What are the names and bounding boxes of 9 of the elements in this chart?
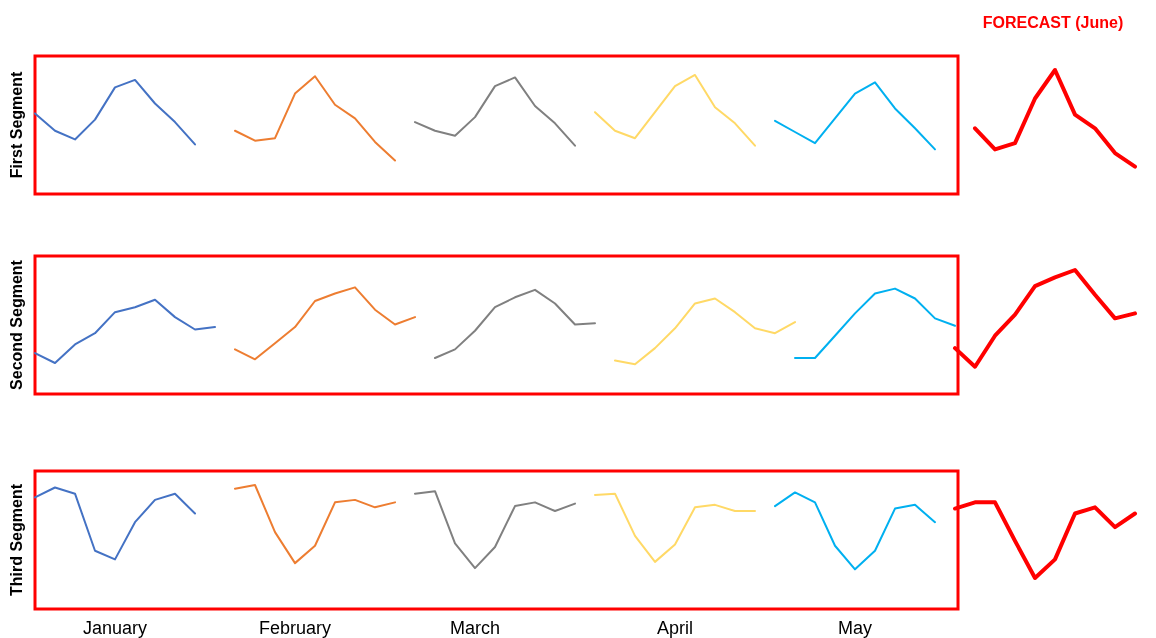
text: FORECAST (June) [982, 14, 1124, 31]
x-tick-label: April [656, 618, 694, 638]
x-tick-label: February [258, 618, 332, 638]
y-axis-title: First Segment [8, 70, 25, 179]
x-tick-label: May [837, 618, 873, 638]
x-tick-label: March [449, 618, 501, 638]
y-axis-title: Third Segment [8, 483, 25, 597]
y-axis-title: Second Segment [8, 259, 25, 390]
x-tick-label: January [82, 618, 148, 638]
